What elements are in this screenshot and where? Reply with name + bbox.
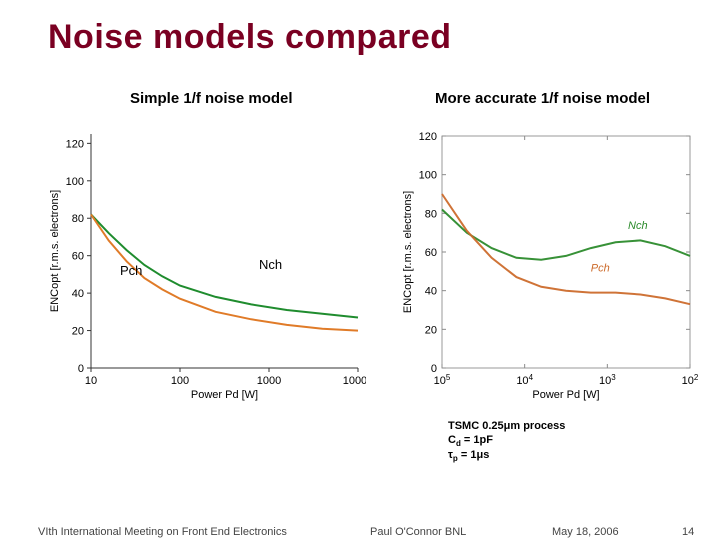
- svg-text:60: 60: [72, 251, 84, 263]
- process-line3: τp = 1μs: [448, 449, 668, 464]
- left-pch-inline-label: Pch: [120, 263, 142, 278]
- right-chart: 0 20 40 60 80 100 120 105 104 103 102 Power Pd [W] E…: [400, 128, 700, 402]
- slide-title: Noise models compared: [48, 18, 452, 57]
- svg-text:Power Pd [W]: Power Pd [W]: [532, 389, 599, 401]
- svg-text:10000: 10000: [343, 375, 366, 387]
- svg-text:ENCopt [r.m.s. electrons]: ENCopt [r.m.s. electrons]: [49, 190, 61, 312]
- svg-text:104: 104: [516, 373, 533, 388]
- svg-text:80: 80: [72, 213, 84, 225]
- footer-left: VIth International Meeting on Front End …: [38, 526, 287, 538]
- svg-text:80: 80: [425, 208, 437, 220]
- footer-date: May 18, 2006: [552, 526, 619, 538]
- left-chart: 0 20 40 60 80 100 120 10 100 1000 10000 Power Pd [W…: [46, 128, 366, 402]
- svg-text:0: 0: [431, 363, 437, 375]
- svg-text:40: 40: [425, 286, 437, 298]
- right-pch-label: Pch: [591, 262, 610, 274]
- svg-text:20: 20: [72, 326, 84, 338]
- right-nch-label: Nch: [628, 220, 648, 232]
- svg-text:103: 103: [599, 373, 616, 388]
- footer-page: 14: [682, 526, 694, 538]
- footer-center: Paul O'Connor BNL: [370, 526, 466, 538]
- svg-text:100: 100: [419, 170, 437, 182]
- svg-text:100: 100: [66, 176, 84, 188]
- svg-text:Power Pd [W]: Power Pd [W]: [191, 389, 258, 401]
- svg-text:60: 60: [425, 247, 437, 259]
- left-nch-inline-label: Nch: [259, 257, 282, 272]
- svg-text:120: 120: [66, 138, 84, 150]
- process-line2: Cd = 1pF: [448, 434, 668, 449]
- process-box: TSMC 0.25μm process Cd = 1pF τp = 1μs: [448, 420, 668, 464]
- svg-text:0: 0: [78, 363, 84, 375]
- svg-text:20: 20: [425, 324, 437, 336]
- svg-text:105: 105: [434, 373, 451, 388]
- svg-text:120: 120: [419, 131, 437, 143]
- svg-text:1000: 1000: [257, 375, 281, 387]
- svg-text:100: 100: [171, 375, 189, 387]
- process-line1: TSMC 0.25μm process: [448, 420, 668, 434]
- right-chart-subtitle: More accurate 1/f noise model: [435, 90, 650, 107]
- svg-text:ENCopt [r.m.s. electrons]: ENCopt [r.m.s. electrons]: [402, 191, 414, 313]
- svg-text:102: 102: [682, 373, 699, 388]
- svg-text:10: 10: [85, 375, 97, 387]
- slide: Noise models compared Simple 1/f noise m…: [0, 0, 720, 540]
- svg-text:40: 40: [72, 288, 84, 300]
- left-chart-subtitle: Simple 1/f noise model: [130, 90, 293, 107]
